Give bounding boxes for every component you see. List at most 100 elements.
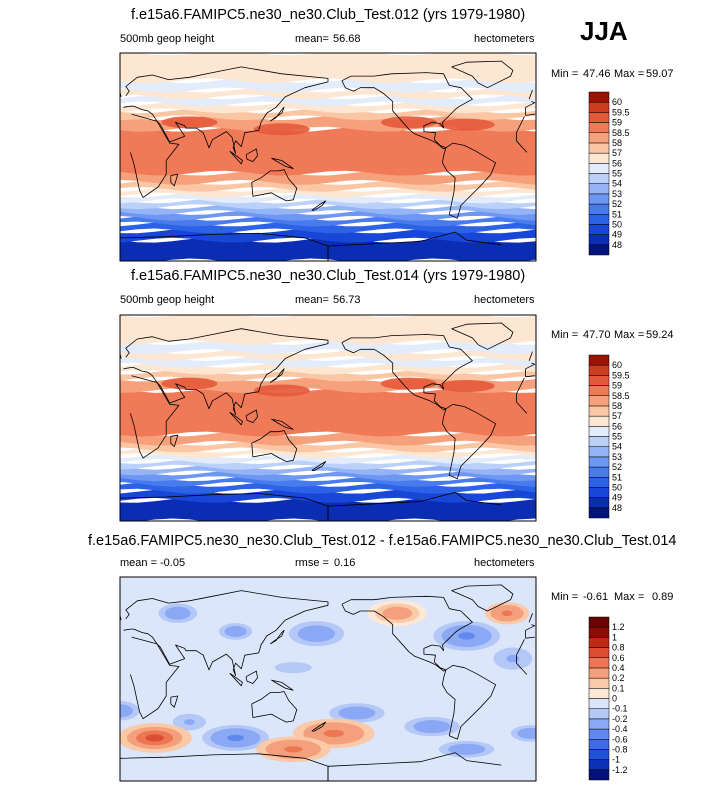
colorbar-tick-label: 54 (612, 442, 622, 452)
colorbar-box (588, 224, 610, 235)
contour-band (120, 340, 536, 354)
coastline (311, 461, 327, 472)
contour-blob (389, 610, 405, 617)
panel2-min: 47.70 (583, 329, 611, 341)
coastline (120, 237, 329, 261)
contour-band (120, 215, 536, 227)
colorbar-box (588, 647, 610, 658)
colorbar-tick-label: 58.5 (612, 391, 630, 401)
coastline (251, 430, 298, 462)
colorbar-tick-label: 58.5 (612, 128, 630, 138)
panel3-max-label: Max = (614, 591, 645, 603)
coastline (170, 173, 179, 187)
panel1-min: 47.46 (583, 68, 611, 80)
coastline (120, 753, 329, 781)
contour-band (120, 87, 536, 100)
contour-cell (380, 116, 437, 129)
colorbar-tick-label: 48 (612, 240, 622, 250)
contour-band (120, 53, 536, 84)
contour-cell (438, 379, 495, 392)
panel1-variable: 500mb geop height (120, 33, 215, 45)
colorbar-tick-label: 0.1 (612, 683, 625, 693)
colorbar-box (588, 395, 610, 407)
colorbar-tick-label: 1 (612, 632, 617, 642)
panel2-units: hectometers (474, 294, 535, 306)
panel3-units: hectometers (474, 557, 535, 569)
colorbar-tick-label: 50 (612, 482, 622, 492)
panel1-units: hectometers (474, 33, 535, 45)
colorbar-box (588, 436, 610, 447)
contour-band (120, 315, 536, 345)
colorbar-box (588, 91, 610, 103)
colorbar-box (588, 759, 610, 771)
coastline (525, 636, 535, 639)
colorbar-box (588, 487, 610, 498)
season-label: JJA (580, 16, 628, 46)
colorbar-box (588, 203, 610, 215)
colorbar-box (588, 466, 610, 478)
colorbar-tick-label: 60 (612, 97, 622, 107)
coastline (525, 113, 535, 116)
contour-band (120, 431, 536, 446)
contour-band (120, 476, 536, 487)
colorbar-box (588, 112, 610, 123)
panel3-rmse-label: rmse = (295, 557, 329, 569)
contour-blob (458, 632, 475, 640)
contour-band (120, 78, 536, 93)
colorbar-tick-label: 60 (612, 360, 622, 370)
panel3-rmse: 0.16 (334, 557, 356, 569)
coastline (441, 403, 497, 480)
colorbar-tick-label: 0.2 (612, 673, 625, 683)
coastline (525, 101, 536, 116)
panel3-max: 0.89 (652, 591, 674, 603)
colorbar-tick-label: -0.8 (612, 744, 628, 754)
coastline (229, 150, 243, 165)
coastline (516, 655, 528, 675)
colorbar-tick-label: -0.4 (612, 724, 628, 734)
panel2-max-label: Max = (614, 329, 645, 341)
coastline (528, 613, 533, 623)
contour-blob (506, 654, 520, 663)
contour-cell (380, 377, 437, 390)
coastline (341, 72, 473, 150)
map-frame (119, 314, 537, 522)
colorbar-box (588, 163, 610, 174)
contour-blob (307, 629, 326, 638)
map-panel-3 (119, 576, 537, 782)
coastline (245, 409, 258, 424)
coastline (327, 231, 502, 247)
colorbar-3: -1.2-1-0.8-0.6-0.4-0.2-0.100.10.20.40.60… (588, 616, 628, 781)
colorbar-box (588, 152, 610, 164)
coastline (271, 679, 294, 691)
colorbar-tick-label: 59 (612, 118, 622, 128)
colorbar-box (588, 183, 610, 195)
colorbar-box (588, 456, 610, 468)
colorbar-box (588, 688, 610, 699)
coastline (528, 351, 533, 361)
panel1-max-label: Max = (614, 68, 645, 80)
contour-blob (323, 729, 344, 738)
colorbar-tick-label: 59.5 (612, 370, 630, 380)
coastline (341, 595, 473, 672)
coastline (525, 362, 536, 377)
colorbar-tick-label: 1.2 (612, 622, 625, 632)
contour-band (120, 356, 536, 368)
coastline (245, 148, 258, 163)
colorbar-tick-label: 52 (612, 462, 622, 472)
colorbar-tick-label: 56 (612, 421, 622, 431)
colorbar-box (588, 244, 610, 256)
coastline (271, 157, 294, 170)
colorbar-box (588, 234, 610, 246)
colorbar-tick-label: 50 (612, 219, 622, 229)
contour-blob (457, 746, 476, 753)
coastline (123, 66, 329, 154)
contour-blob (347, 709, 367, 717)
contour-blob (422, 723, 442, 730)
colorbar-box (588, 193, 610, 205)
colorbar-tick-label: 59 (612, 381, 622, 391)
map-panel-1 (119, 52, 537, 262)
colorbar-box (588, 718, 610, 730)
contour-blob (183, 719, 195, 725)
